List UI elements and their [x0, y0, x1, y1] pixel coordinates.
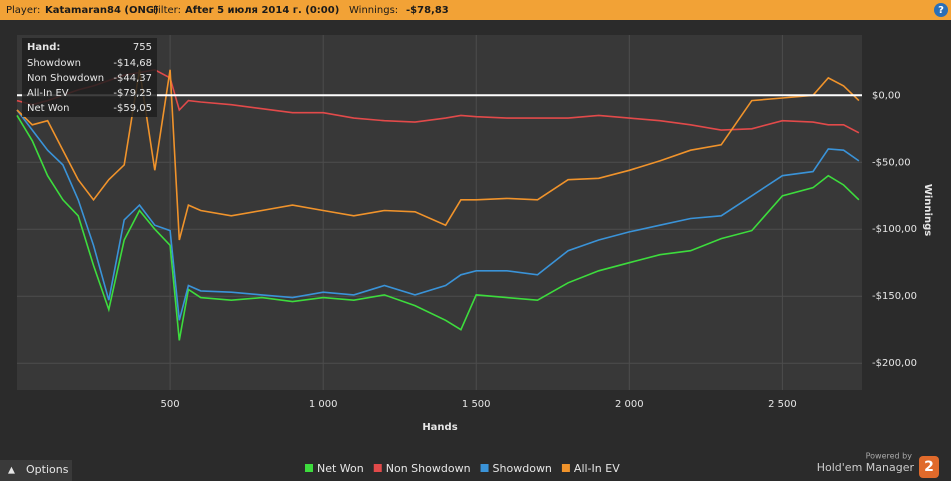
options-arrow[interactable]: ▲ [8, 466, 15, 476]
tooltip-row-label: Net Won [27, 103, 70, 114]
series-line [16, 109, 860, 321]
y-tick-label: -$200,00 [872, 358, 917, 369]
brand: Hold'em Manager [817, 461, 915, 474]
tooltip-row-value: -$14,68 [113, 58, 152, 69]
y-axis-title: Winnings [922, 184, 933, 236]
brand-logo [919, 456, 939, 478]
legend-label: All-In EV [574, 462, 620, 475]
help-icon[interactable] [934, 3, 948, 17]
player-label: Player: [6, 5, 40, 16]
brand-version: 2 [924, 459, 934, 475]
filter: After 5 июля 2014 г. (0:00) [185, 5, 339, 16]
x-tick-label: 500 [161, 399, 180, 410]
tooltip-row-value: -$44,37 [113, 73, 152, 84]
legend-swatch [480, 464, 489, 472]
plot-area [17, 35, 862, 390]
legend-swatch [373, 464, 382, 472]
winnings-label: Winnings: [349, 5, 398, 16]
y-tick-label: -$100,00 [872, 224, 917, 235]
tooltip-row-label: Non Showdown [27, 73, 104, 84]
y-tick-label: -$150,00 [872, 291, 917, 302]
help-text[interactable]: ? [938, 5, 944, 16]
player: Katamaran84 (ONG) [45, 5, 159, 16]
x-tick-label: 1 000 [309, 399, 338, 410]
y-tick-label: -$50,00 [872, 157, 911, 168]
tooltip-box [22, 38, 157, 117]
legend-label: Net Won [317, 462, 364, 475]
series-line [16, 114, 860, 341]
tooltip-hand-label: Hand: [27, 42, 60, 53]
y-tick-label: $0,00 [872, 90, 901, 101]
legend-label: Non Showdown [386, 462, 471, 475]
options-button[interactable] [0, 460, 72, 481]
tooltip-row-label: Showdown [27, 58, 81, 69]
winnings: -$78,83 [406, 5, 449, 16]
x-tick-label: 2 500 [768, 399, 797, 410]
tooltip-row-value: -$59,05 [113, 103, 152, 114]
tooltip-hand: 755 [133, 42, 152, 53]
powered-by: Powered by [866, 452, 913, 461]
options-text[interactable]: Options [26, 463, 69, 476]
tooltip-row-label: All-In EV [27, 88, 69, 99]
header-bar [0, 0, 951, 20]
series-line [16, 69, 860, 241]
legend-swatch [561, 464, 570, 472]
tooltip-row-value: -$79,25 [113, 88, 152, 99]
x-tick-label: 1 500 [462, 399, 491, 410]
x-tick-label: 2 000 [615, 399, 644, 410]
filter-label: Filter: [153, 5, 181, 16]
legend-label: Showdown [493, 462, 552, 475]
legend-swatch [305, 464, 313, 472]
x-axis-title: Hands [422, 422, 457, 433]
